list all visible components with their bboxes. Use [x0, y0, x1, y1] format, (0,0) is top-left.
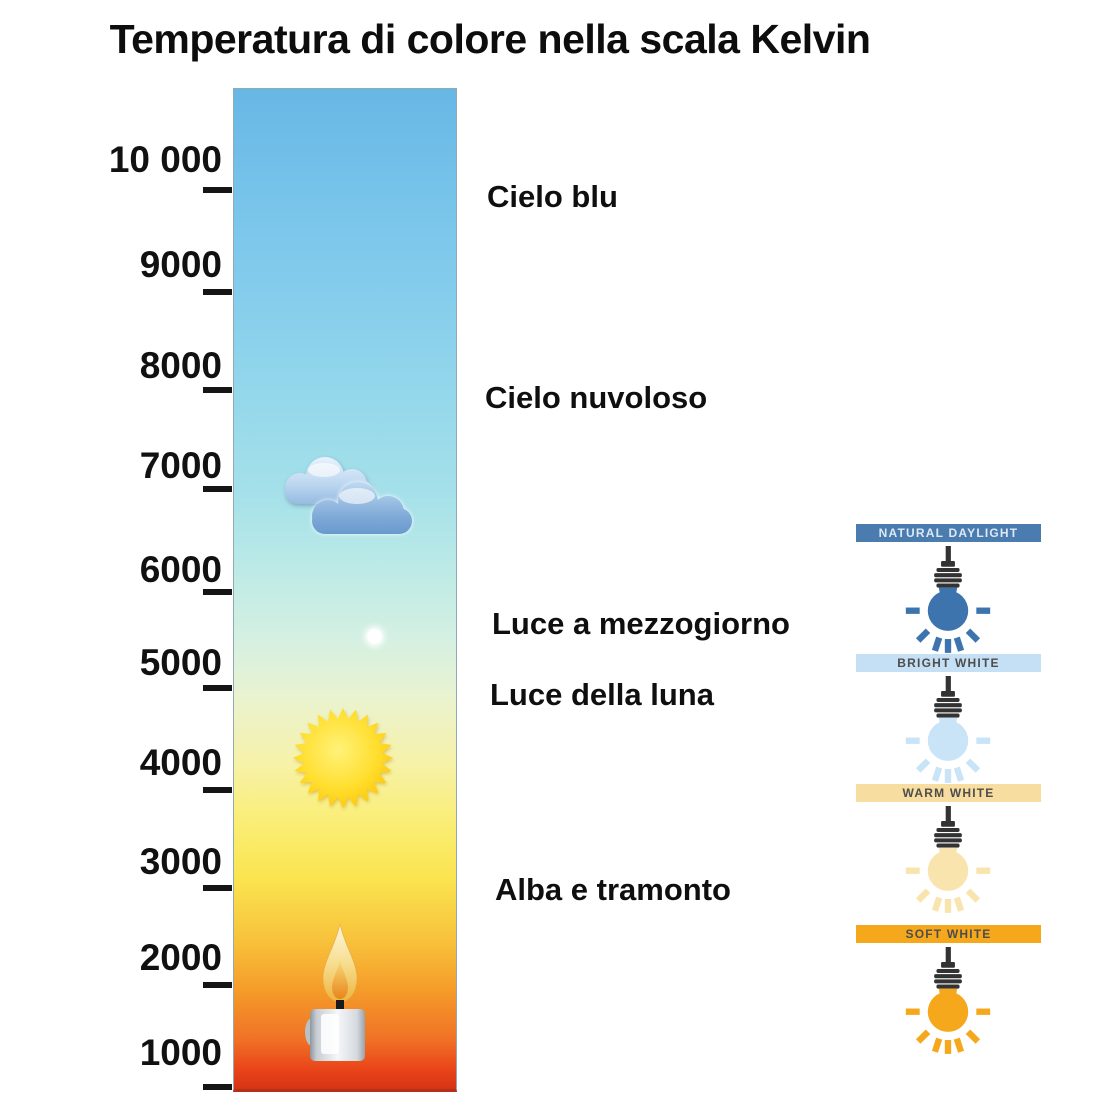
bulb-icon-warm-white — [890, 806, 1006, 910]
scale-label-2000: 2000 — [139, 937, 222, 978]
scale-label-1000: 1000 — [139, 1032, 222, 1073]
annotation-mezzogiorno: Luce a mezzogiorno — [492, 606, 790, 641]
bulb-banner-natural-daylight: NATURAL DAYLIGHT — [856, 524, 1041, 542]
tick-mark — [203, 486, 232, 492]
bulb-icon-bright-white — [890, 676, 1006, 780]
annotation-luna: Luce della luna — [490, 677, 714, 712]
bulb-banner-warm-white: WARM WHITE — [856, 784, 1041, 802]
bulb-banner-label: SOFT WHITE — [905, 927, 992, 941]
tick-mark — [203, 787, 232, 793]
candle-icon — [305, 923, 365, 1061]
scale-label-10000: 10 000 — [108, 139, 222, 180]
scale-label-6000: 6000 — [139, 549, 222, 590]
bulb-icon-soft-white — [890, 947, 1006, 1051]
annotation-cielo-blu: Cielo blu — [487, 179, 618, 214]
bulb-banner-label: WARM WHITE — [902, 786, 995, 800]
page-title: Temperatura di colore nella scala Kelvin — [109, 16, 871, 62]
annotation-alba-tramonto: Alba e tramonto — [495, 872, 731, 907]
scale-label-5000: 5000 — [139, 642, 222, 683]
scale-label-8000: 8000 — [139, 345, 222, 386]
sun-icon — [292, 707, 394, 809]
tick-mark — [203, 885, 232, 891]
tick-mark — [203, 187, 232, 193]
tick-mark — [203, 685, 232, 691]
scale-label-7000: 7000 — [139, 445, 222, 486]
scale-label-9000: 9000 — [139, 244, 222, 285]
bulb-icon-natural-daylight — [890, 546, 1006, 650]
tick-mark — [203, 1084, 232, 1090]
moon-icon — [367, 629, 382, 644]
tick-mark — [203, 289, 232, 295]
bulb-banner-label: BRIGHT WHITE — [897, 656, 1000, 670]
scale-label-3000: 3000 — [139, 841, 222, 882]
clouds-icon — [285, 457, 412, 534]
bulb-banner-bright-white: BRIGHT WHITE — [856, 654, 1041, 672]
bulb-banner-label: NATURAL DAYLIGHT — [878, 526, 1019, 540]
kelvin-gradient-bar — [233, 88, 457, 1092]
bulb-banner-soft-white: SOFT WHITE — [856, 925, 1041, 943]
scale-label-4000: 4000 — [139, 742, 222, 783]
annotation-cielo-nuvoloso: Cielo nuvoloso — [485, 380, 708, 415]
tick-mark — [203, 387, 232, 393]
tick-mark — [203, 982, 232, 988]
tick-mark — [203, 589, 232, 595]
